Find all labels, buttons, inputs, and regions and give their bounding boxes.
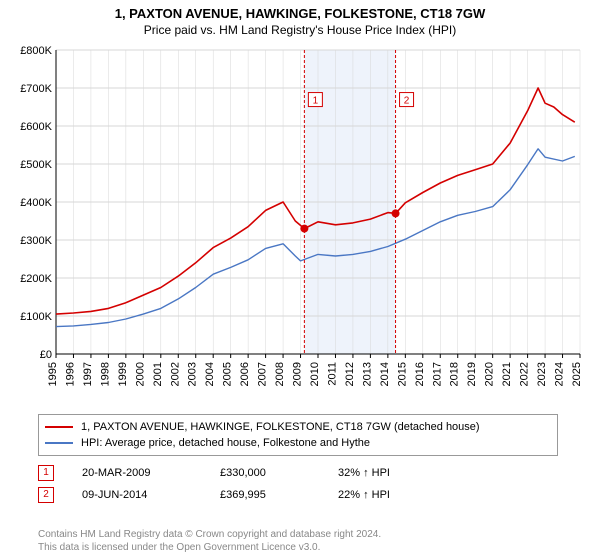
legend-item: HPI: Average price, detached house, Folk… [45, 435, 551, 451]
transaction-pct: 32% ↑ HPI [338, 462, 428, 484]
svg-text:1995: 1995 [47, 362, 59, 386]
svg-text:1996: 1996 [64, 362, 76, 386]
svg-text:1998: 1998 [99, 362, 111, 386]
svg-text:2016: 2016 [414, 362, 426, 386]
legend-item: 1, PAXTON AVENUE, HAWKINGE, FOLKESTONE, … [45, 419, 551, 435]
svg-text:2017: 2017 [431, 362, 443, 386]
transaction-pct: 22% ↑ HPI [338, 484, 428, 506]
footer-attribution: Contains HM Land Registry data © Crown c… [38, 528, 558, 554]
chart-subtitle: Price paid vs. HM Land Registry's House … [0, 21, 600, 41]
svg-text:2007: 2007 [257, 362, 269, 386]
svg-text:£200K: £200K [20, 273, 52, 285]
transaction-table: 1 20-MAR-2009 £330,000 32% ↑ HPI 2 09-JUN-201… [38, 462, 558, 506]
svg-text:£400K: £400K [20, 197, 52, 209]
svg-text:2006: 2006 [239, 362, 251, 386]
svg-text:£300K: £300K [20, 235, 52, 247]
svg-text:2020: 2020 [484, 362, 496, 386]
marker-badge: 1 [38, 465, 54, 481]
svg-text:2025: 2025 [571, 362, 583, 386]
svg-text:2023: 2023 [536, 362, 548, 386]
svg-text:2005: 2005 [222, 362, 234, 386]
footer-line: Contains HM Land Registry data © Crown c… [38, 528, 558, 541]
chart-title: 1, PAXTON AVENUE, HAWKINGE, FOLKESTONE, … [0, 0, 600, 21]
svg-text:2022: 2022 [519, 362, 531, 386]
transaction-price: £369,995 [220, 484, 310, 506]
svg-text:2013: 2013 [361, 362, 373, 386]
svg-text:£500K: £500K [20, 159, 52, 171]
svg-text:£800K: £800K [20, 45, 52, 57]
svg-text:£700K: £700K [20, 83, 52, 95]
svg-text:2003: 2003 [187, 362, 199, 386]
svg-text:1999: 1999 [117, 362, 129, 386]
chart-area: £0 £100K £200K £300K £400K £500K £600K £700K £80… [10, 44, 590, 404]
legend-label: 1, PAXTON AVENUE, HAWKINGE, FOLKESTONE, … [81, 419, 480, 435]
legend-swatch [45, 426, 73, 428]
footer-line: This data is licensed under the Open Gov… [38, 541, 558, 554]
svg-text:2001: 2001 [152, 362, 164, 386]
svg-text:2012: 2012 [344, 362, 356, 386]
svg-text:2019: 2019 [466, 362, 478, 386]
svg-text:2004: 2004 [204, 362, 216, 386]
svg-text:1: 1 [313, 96, 319, 107]
svg-text:2008: 2008 [274, 362, 286, 386]
transaction-row: 2 09-JUN-2014 £369,995 22% ↑ HPI [38, 484, 558, 506]
transaction-row: 1 20-MAR-2009 £330,000 32% ↑ HPI [38, 462, 558, 484]
svg-text:2010: 2010 [309, 362, 321, 386]
svg-text:2021: 2021 [501, 362, 513, 386]
legend-swatch [45, 442, 73, 444]
svg-text:£0: £0 [40, 349, 52, 361]
svg-text:2011: 2011 [326, 362, 338, 386]
svg-text:2018: 2018 [449, 362, 461, 386]
svg-text:£100K: £100K [20, 311, 52, 323]
svg-text:2000: 2000 [134, 362, 146, 386]
svg-text:2002: 2002 [169, 362, 181, 386]
legend: 1, PAXTON AVENUE, HAWKINGE, FOLKESTONE, … [38, 414, 558, 456]
svg-text:2009: 2009 [292, 362, 304, 386]
svg-text:2015: 2015 [396, 362, 408, 386]
transaction-price: £330,000 [220, 462, 310, 484]
line-chart-svg: £0 £100K £200K £300K £400K £500K £600K £700K £80… [10, 44, 590, 404]
svg-text:2: 2 [404, 96, 410, 107]
marker-badge: 2 [38, 487, 54, 503]
chart-container: 1, PAXTON AVENUE, HAWKINGE, FOLKESTONE, … [0, 0, 600, 560]
transaction-date: 20-MAR-2009 [82, 462, 192, 484]
legend-label: HPI: Average price, detached house, Folk… [81, 435, 370, 451]
transaction-date: 09-JUN-2014 [82, 484, 192, 506]
svg-text:1997: 1997 [82, 362, 94, 386]
svg-text:£600K: £600K [20, 121, 52, 133]
svg-text:2014: 2014 [379, 362, 391, 386]
svg-text:2024: 2024 [554, 362, 566, 386]
